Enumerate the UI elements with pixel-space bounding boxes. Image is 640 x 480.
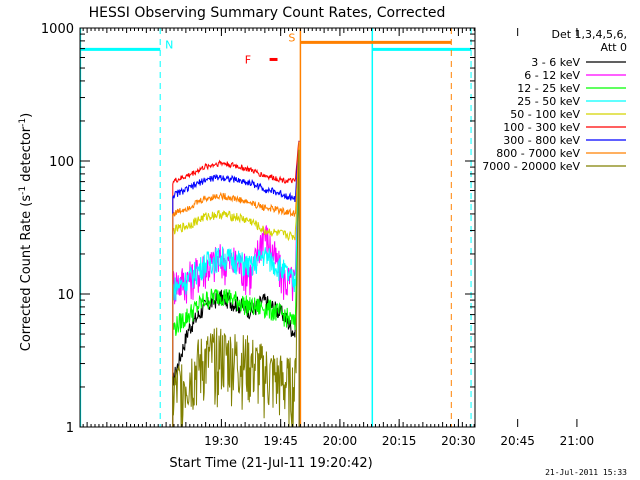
series-line bbox=[172, 154, 300, 428]
legend-entry-label: 50 - 100 keV bbox=[510, 108, 580, 121]
flag-label: S bbox=[288, 31, 295, 44]
x-tick-label: 19:30 bbox=[204, 434, 239, 448]
y-tick-label: 10 bbox=[57, 288, 74, 303]
x-tick-label: 20:15 bbox=[382, 434, 417, 448]
series-line bbox=[172, 144, 300, 428]
legend-entry-label: 800 - 7000 keV bbox=[496, 147, 580, 160]
series-line bbox=[172, 152, 300, 428]
legend-entry-label: 100 - 300 keV bbox=[503, 121, 580, 134]
flag-label: N bbox=[165, 38, 173, 51]
series-line bbox=[172, 140, 300, 428]
x-axis-label: Start Time (21-Jul-11 19:20:42) bbox=[169, 456, 372, 471]
chart-title: HESSI Observing Summary Count Rates, Cor… bbox=[89, 5, 446, 21]
legend-entry-label: 3 - 6 keV bbox=[531, 56, 580, 69]
legend-entry-label: 25 - 50 keV bbox=[517, 95, 580, 108]
plot-frame bbox=[79, 27, 476, 428]
x-tick-label: 21:00 bbox=[560, 434, 595, 448]
x-tick-label: 20:00 bbox=[323, 434, 358, 448]
y-tick-label: 1000 bbox=[41, 22, 74, 37]
x-tick-label: 20:30 bbox=[441, 434, 476, 448]
y-tick-label: 1 bbox=[66, 421, 74, 436]
y-axis-label-part: detector bbox=[19, 126, 34, 186]
legend-header-line: Det 1,3,4,5,6, bbox=[551, 28, 627, 41]
y-tick-label: 100 bbox=[49, 155, 74, 170]
y-axis-label-part: ) bbox=[19, 113, 34, 118]
y-axis-label-exponent: -1 bbox=[18, 186, 28, 195]
x-tick-label: 19:45 bbox=[263, 434, 298, 448]
legend-entry-label: 300 - 800 keV bbox=[503, 134, 580, 147]
legend-entry-label: 7000 - 20000 keV bbox=[482, 160, 580, 173]
y-axis-label-part: Corrected Count Rate (s bbox=[19, 195, 34, 352]
legend-entry-label: 6 - 12 keV bbox=[524, 69, 580, 82]
legend-header-line: Att 0 bbox=[601, 41, 627, 54]
y-axis-label-exponent: -1 bbox=[18, 118, 28, 127]
flag-label: F bbox=[245, 53, 251, 66]
legend-entry-label: 12 - 25 keV bbox=[517, 82, 580, 95]
axes-layer: 19:30 19:45 20:00 20:15 20:30 20:45 21:00 1 10 10… bbox=[41, 22, 594, 448]
series-line bbox=[172, 149, 300, 428]
series-layer bbox=[172, 140, 300, 428]
series-line bbox=[172, 155, 300, 428]
plot-timestamp: 21-Jul-2011 15:33 bbox=[545, 468, 627, 477]
series-line bbox=[172, 141, 300, 428]
y-axis-label: Corrected Count Rate (s-1 detector-1) bbox=[18, 113, 34, 351]
x-tick-label: 20:45 bbox=[500, 434, 535, 448]
series-line bbox=[172, 141, 300, 428]
observing-flags-layer: N F S bbox=[79, 28, 472, 427]
